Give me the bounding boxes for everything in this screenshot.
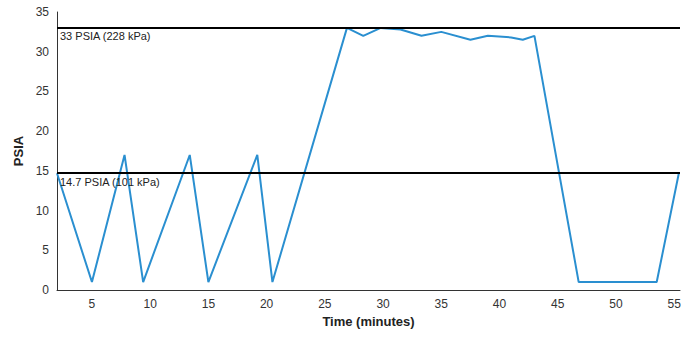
svg-text:10: 10 [143,297,157,311]
svg-text:35: 35 [435,297,449,311]
svg-text:0: 0 [42,283,49,297]
svg-text:30: 30 [36,45,50,59]
svg-text:55: 55 [667,297,681,311]
svg-text:5: 5 [89,297,96,311]
svg-text:15: 15 [202,297,216,311]
svg-text:50: 50 [609,297,623,311]
svg-text:35: 35 [36,5,50,19]
svg-text:25: 25 [36,84,50,98]
svg-text:14.7 PSIA (101 kPa): 14.7 PSIA (101 kPa) [60,176,160,188]
svg-text:20: 20 [36,124,50,138]
svg-text:45: 45 [551,297,565,311]
svg-text:Time (minutes): Time (minutes) [322,314,414,329]
svg-text:PSIA: PSIA [11,135,26,166]
svg-text:30: 30 [376,297,390,311]
svg-text:33 PSIA (228 kPa): 33 PSIA (228 kPa) [60,30,151,42]
svg-text:40: 40 [493,297,507,311]
svg-text:20: 20 [260,297,274,311]
svg-text:5: 5 [42,243,49,257]
svg-text:15: 15 [36,164,50,178]
svg-text:25: 25 [318,297,332,311]
svg-text:10: 10 [36,204,50,218]
